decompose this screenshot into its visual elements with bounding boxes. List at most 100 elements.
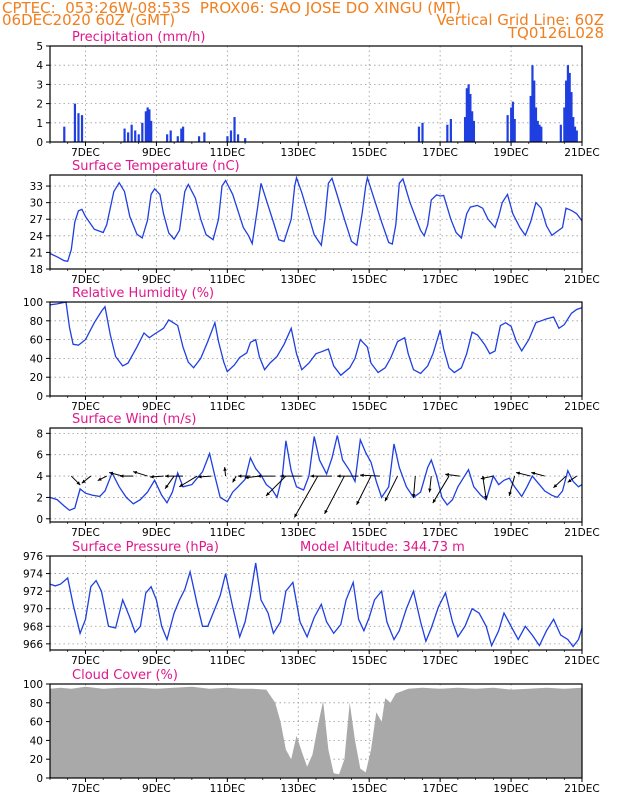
rh-y-tick-label: 20 — [30, 372, 43, 384]
precip-x-tick-label: 19DEC — [493, 147, 528, 159]
precip-bar — [226, 136, 229, 142]
cloud-y-tick-label: 0 — [36, 773, 43, 785]
precip-bar — [572, 117, 575, 142]
precip-bar — [559, 124, 562, 142]
precip-bar — [465, 88, 468, 142]
cloud-y-tick-label: 60 — [30, 717, 43, 729]
pres-title: Surface Pressure (hPa) — [72, 540, 219, 555]
wind-vector — [324, 475, 345, 515]
rh-x-tick-label: 7DEC — [71, 401, 100, 413]
precip-bar — [141, 122, 144, 142]
precip-bar — [463, 117, 467, 142]
precip-bar — [510, 107, 513, 142]
rh-y-tick-label: 60 — [30, 335, 43, 347]
precip-x-tick-label: 11DEC — [210, 147, 245, 159]
precip-y-tick-label: 4 — [36, 60, 43, 72]
wind-arrowhead — [179, 483, 184, 487]
wind-arrowhead — [480, 476, 485, 480]
precip-bar — [77, 113, 80, 142]
precip-bar — [421, 122, 424, 142]
precip-x-tick-label: 7DEC — [71, 147, 100, 159]
wind-arrowhead — [428, 488, 432, 493]
temp-y-tick-label: 24 — [30, 231, 44, 243]
wind-panel: Surface Wind (m/s) 7DEC 9DEC 11DEC 13DEC 15DE… — [36, 412, 599, 539]
wind-arrowhead — [360, 473, 364, 478]
precip-bar — [127, 132, 130, 142]
precip-x-tick-label: 13DEC — [281, 147, 316, 159]
cloud-y-tick-label: 80 — [30, 698, 43, 710]
pres-y-tick-label: 976 — [23, 551, 43, 563]
cloud-x-tick-label: 21DEC — [564, 783, 599, 795]
precip-bar — [176, 136, 179, 142]
header-grid-note: Vertical Grid Line: 60Z — [436, 11, 604, 29]
wind-arrowhead — [197, 474, 202, 479]
precip-bar — [236, 134, 240, 142]
temp-y-tick-label: 21 — [30, 247, 43, 259]
rh-y-tick-label: 100 — [23, 297, 43, 309]
precip-bar — [63, 126, 66, 142]
temp-y-tick-label: 33 — [30, 181, 43, 193]
precip-bar — [134, 130, 137, 142]
rh-panel: Relative Humidity (%) 7DEC 9DEC 11DEC 13DEC 1… — [23, 286, 600, 413]
precip-bar — [565, 80, 568, 142]
precip-bar — [169, 130, 172, 142]
wind-arrowhead — [484, 495, 488, 500]
wind-arrowhead — [149, 474, 154, 479]
rh-x-tick-label: 9DEC — [142, 401, 171, 413]
wind-y-tick-label: 0 — [36, 514, 43, 526]
header-model-code: TQ0126L028 — [507, 24, 604, 42]
wind-arrowhead — [165, 474, 169, 478]
pres-y-tick-label: 970 — [23, 604, 43, 616]
precip-bar — [123, 128, 126, 142]
cloud-cover-area — [50, 686, 582, 778]
rh-x-tick-label: 11DEC — [210, 401, 245, 413]
wind-frame — [49, 427, 583, 523]
wind-vector — [384, 475, 399, 502]
precip-bar — [203, 132, 206, 142]
pres-x-tick-label: 7DEC — [71, 655, 100, 667]
cloud-x-tick-label: 19DEC — [493, 783, 528, 795]
precip-bar — [570, 92, 573, 142]
wind-y-tick-label: 2 — [36, 492, 43, 504]
wind-y-tick-label: 4 — [36, 471, 43, 483]
precip-bar — [467, 84, 470, 142]
precip-bar — [511, 101, 515, 142]
precip-bar — [166, 134, 169, 142]
temp-panel: Surface Temperature (nC) 7DEC 9DEC 11DEC 13D… — [30, 159, 600, 286]
wind-title: Surface Wind (m/s) — [72, 412, 196, 427]
precip-bar — [197, 136, 201, 142]
rh-frame — [49, 301, 583, 397]
precip-y-tick-label: 1 — [36, 118, 43, 130]
rh-line — [49, 301, 583, 377]
precip-bar — [540, 126, 543, 142]
pres-x-tick-label: 19DEC — [493, 655, 528, 667]
rh-x-tick-label: 19DEC — [493, 401, 528, 413]
wind-arrowhead — [280, 474, 284, 478]
wind-arrowhead — [384, 497, 389, 502]
precip-bar — [513, 118, 516, 142]
wind-x-tick-label: 17DEC — [422, 527, 457, 539]
wind-vector — [293, 475, 319, 518]
rh-x-tick-label: 21DEC — [564, 401, 599, 413]
precip-bar — [536, 120, 539, 142]
precip-bar — [575, 130, 578, 142]
precip-bar — [563, 107, 566, 142]
wind-arrowhead — [119, 474, 124, 478]
wind-x-tick-label: 11DEC — [210, 527, 245, 539]
wind-arrowhead — [165, 484, 169, 489]
pres-x-tick-label: 17DEC — [422, 655, 457, 667]
wind-arrowhead — [324, 509, 328, 514]
pres-y-tick-label: 974 — [23, 569, 43, 581]
rh-x-tick-label: 17DEC — [422, 401, 457, 413]
wind-x-tick-label: 19DEC — [493, 527, 528, 539]
cloud-x-tick-label: 13DEC — [281, 783, 316, 795]
wind-arrowhead — [567, 478, 572, 483]
temp-x-tick-label: 21DEC — [564, 274, 599, 286]
temp-y-tick-label: 27 — [30, 214, 43, 226]
wind-arrowhead — [223, 467, 227, 471]
wind-arrowhead — [109, 471, 114, 476]
rh-x-tick-label: 15DEC — [351, 401, 386, 413]
temp-title: Surface Temperature (nC) — [72, 159, 240, 174]
precip-bar — [137, 134, 140, 142]
precip-title: Precipitation (mm/h) — [72, 30, 205, 45]
